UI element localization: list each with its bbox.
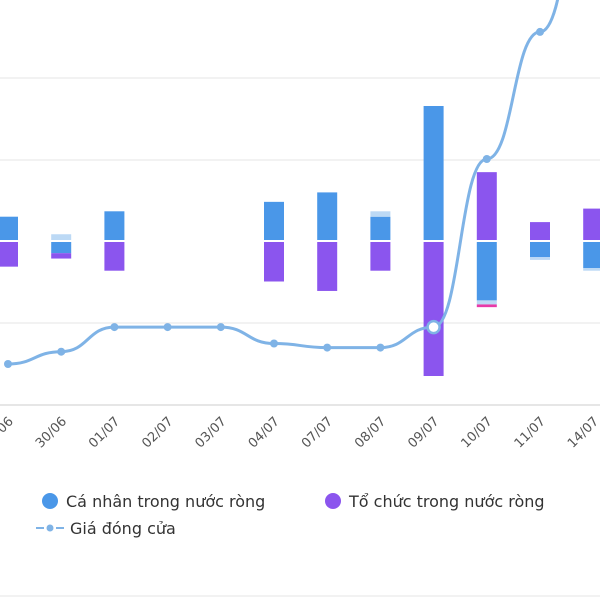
bar-0-8[interactable] — [423, 106, 444, 241]
x-tick-label: 07/07 — [299, 414, 336, 451]
bar-1-11[interactable] — [583, 208, 600, 241]
bar-2-1[interactable] — [51, 234, 72, 241]
legend-marker-ca-nhan — [42, 493, 58, 509]
bar-0-11[interactable] — [583, 241, 600, 268]
legend-label-ca-nhan: Cá nhân trong nước ròng — [66, 492, 265, 511]
x-tick-label: 03/07 — [193, 414, 230, 451]
x-tick-label: 01/07 — [86, 414, 123, 451]
price-point-4[interactable] — [216, 323, 225, 332]
x-tick-label: 14/07 — [565, 414, 600, 451]
bar-1-5[interactable] — [264, 241, 284, 282]
price-point-8[interactable] — [426, 319, 441, 335]
bar-1-8[interactable] — [423, 241, 444, 376]
price-point-7[interactable] — [376, 343, 385, 352]
bar-2-9[interactable] — [476, 300, 497, 305]
price-point-2[interactable] — [110, 323, 119, 332]
bar-2-10[interactable] — [530, 257, 550, 260]
bar-0-5[interactable] — [264, 201, 284, 241]
bar-0-6[interactable] — [317, 192, 338, 241]
bars — [0, 106, 600, 376]
price-point-3[interactable] — [163, 323, 172, 332]
legend-marker-to-chuc — [325, 493, 341, 509]
bar-0-2[interactable] — [104, 211, 125, 241]
x-tick-label: 04/07 — [246, 414, 283, 451]
price-point-0[interactable] — [4, 360, 12, 368]
x-tick-label: 11/07 — [512, 414, 549, 451]
price-point-1[interactable] — [57, 347, 66, 356]
price-point-9[interactable] — [482, 155, 491, 163]
bar-0-7[interactable] — [370, 216, 391, 241]
price-line — [4, 0, 560, 368]
bar-2-7[interactable] — [370, 211, 391, 217]
bar-1-7[interactable] — [370, 241, 391, 271]
bar-1-1[interactable] — [51, 253, 72, 259]
x-tick-label: 06 — [0, 414, 17, 436]
bar-3-9[interactable] — [476, 304, 497, 308]
x-tick-label: 30/06 — [33, 414, 70, 451]
bar-0-10[interactable] — [530, 241, 550, 258]
x-tick-label: 09/07 — [405, 414, 442, 451]
legend-label-gia-dong-cua: Giá đóng cửa — [70, 519, 176, 538]
bar-1-6[interactable] — [317, 241, 338, 291]
price-point-10[interactable] — [536, 27, 544, 36]
bar-0-9[interactable] — [476, 241, 497, 301]
bar-1-2[interactable] — [104, 241, 125, 271]
legend: Cá nhân trong nước ròng Tổ chức trong nư… — [36, 492, 545, 538]
legend-marker-line-dot — [46, 524, 54, 532]
x-tick-label: 10/07 — [459, 414, 496, 451]
bar-2-11[interactable] — [583, 268, 600, 271]
x-tick-label: 08/07 — [352, 414, 389, 451]
bar-1-9[interactable] — [476, 172, 497, 241]
bar-1-10[interactable] — [530, 222, 550, 241]
price-point-6[interactable] — [323, 343, 332, 352]
bar-0-1[interactable] — [51, 241, 72, 254]
x-tick-label: 02/07 — [139, 414, 176, 451]
bar-0-0[interactable] — [0, 216, 18, 241]
bar-1-0[interactable] — [0, 241, 18, 267]
price-point-5[interactable] — [270, 339, 278, 348]
legend-label-to-chuc: Tổ chức trong nước ròng — [348, 492, 545, 511]
price-line-path — [7, 0, 560, 366]
x-axis: 06 30/06 01/07 02/07 03/07 04/07 07/07 08/07 09/… — [0, 414, 600, 451]
